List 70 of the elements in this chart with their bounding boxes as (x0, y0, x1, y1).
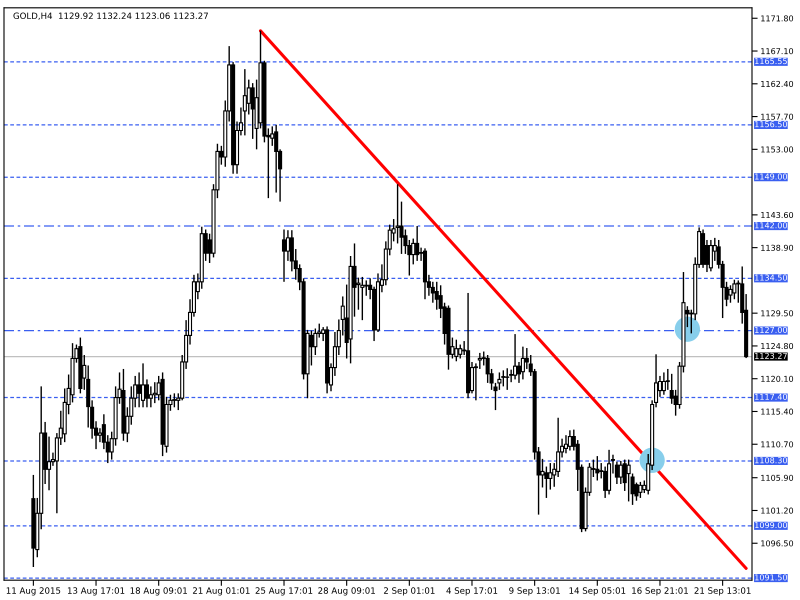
candlestick (454, 338, 458, 362)
candlestick (152, 382, 157, 404)
candlestick (603, 466, 608, 499)
candlestick (568, 430, 572, 452)
candlestick (501, 370, 506, 388)
x-tick-label: 2 Sep 01:01 (384, 587, 435, 596)
x-tick-label: 21 Sep 13:01 (694, 587, 751, 596)
ref-line-label: 1123.27 (755, 352, 787, 359)
x-tick-label: 18 Aug 09:01 (130, 587, 187, 596)
ref-line-label: 1156.50 (755, 121, 788, 128)
candlestick (282, 228, 286, 282)
x-tick-label: 21 Aug 01:01 (192, 587, 250, 596)
y-tick-label: 1120.10 (761, 376, 794, 382)
ref-line-label: 1091.50 (755, 574, 788, 580)
y-tick-label: 1138.90 (761, 244, 794, 251)
y-tick-label: 1157.70 (761, 114, 794, 120)
y-tick-label: 1105.90 (761, 474, 794, 481)
candlestick (415, 225, 420, 262)
y-tick-label: 1153.00 (761, 146, 794, 153)
y-tick-label: 1110.70 (761, 441, 794, 448)
candlestick (513, 333, 518, 380)
y-tick-label: 1101.20 (761, 508, 794, 514)
candlestick (458, 344, 462, 360)
candlestick (140, 362, 146, 408)
candlestick (148, 386, 153, 408)
candlestick (137, 372, 142, 408)
ref-line-label: 1127.00 (755, 326, 788, 333)
x-tick-label: 25 Aug 17:01 (256, 587, 312, 596)
candlestick (520, 346, 525, 380)
candlestick (478, 352, 482, 370)
candlestick (708, 239, 713, 272)
x-tick-label: 14 Sep 05:01 (570, 587, 626, 596)
ref-line-label: 1117.40 (755, 394, 788, 400)
ref-line-label: 1149.00 (755, 173, 788, 180)
candlestick (242, 68, 247, 136)
candlestick (396, 183, 400, 244)
candlestick (364, 280, 368, 296)
candlestick (638, 481, 642, 499)
candlestick (505, 368, 510, 391)
candlestick (732, 279, 736, 300)
candlestick (46, 436, 52, 491)
y-tick-label: 1167.10 (761, 48, 794, 54)
chart-title: GOLD,H4 1129.92 1132.24 1123.06 1123.27 (13, 12, 208, 20)
y-tick-label: 1124.80 (761, 343, 794, 350)
candlestick (662, 372, 666, 396)
x-tick-label: 16 Sep 21:01 (632, 587, 688, 596)
y-tick-label: 1129.50 (761, 310, 794, 316)
x-tick-label: 13 Aug 17:01 (68, 587, 124, 596)
x-tick-label: 11 Aug 2015 (6, 587, 60, 596)
x-tick-label: 28 Aug 09:01 (318, 587, 375, 596)
ref-line-label: 1134.50 (755, 274, 788, 281)
y-tick-label: 1143.60 (761, 212, 794, 218)
candlestick (98, 428, 102, 443)
candlestick (564, 434, 568, 454)
x-tick-label: 9 Sep 13:01 (509, 587, 560, 596)
ref-line-label: 1108.30 (755, 457, 788, 464)
x-tick-label: 4 Sep 17:01 (446, 587, 498, 596)
candlestick (360, 276, 364, 321)
y-tick-label: 1096.50 (761, 540, 794, 546)
y-tick-label: 1162.40 (761, 80, 794, 87)
ref-line-label: 1099.00 (755, 522, 788, 528)
candlestick (626, 458, 631, 502)
y-tick-label: 1115.40 (761, 408, 794, 415)
candlestick (595, 455, 600, 482)
ref-line-label: 1142.00 (755, 222, 788, 228)
y-tick-label: 1171.80 (761, 15, 794, 22)
candlestick (548, 462, 552, 490)
ref-line-label: 1165.55 (755, 58, 787, 64)
candlestick (172, 392, 176, 408)
candlestick (144, 378, 149, 408)
